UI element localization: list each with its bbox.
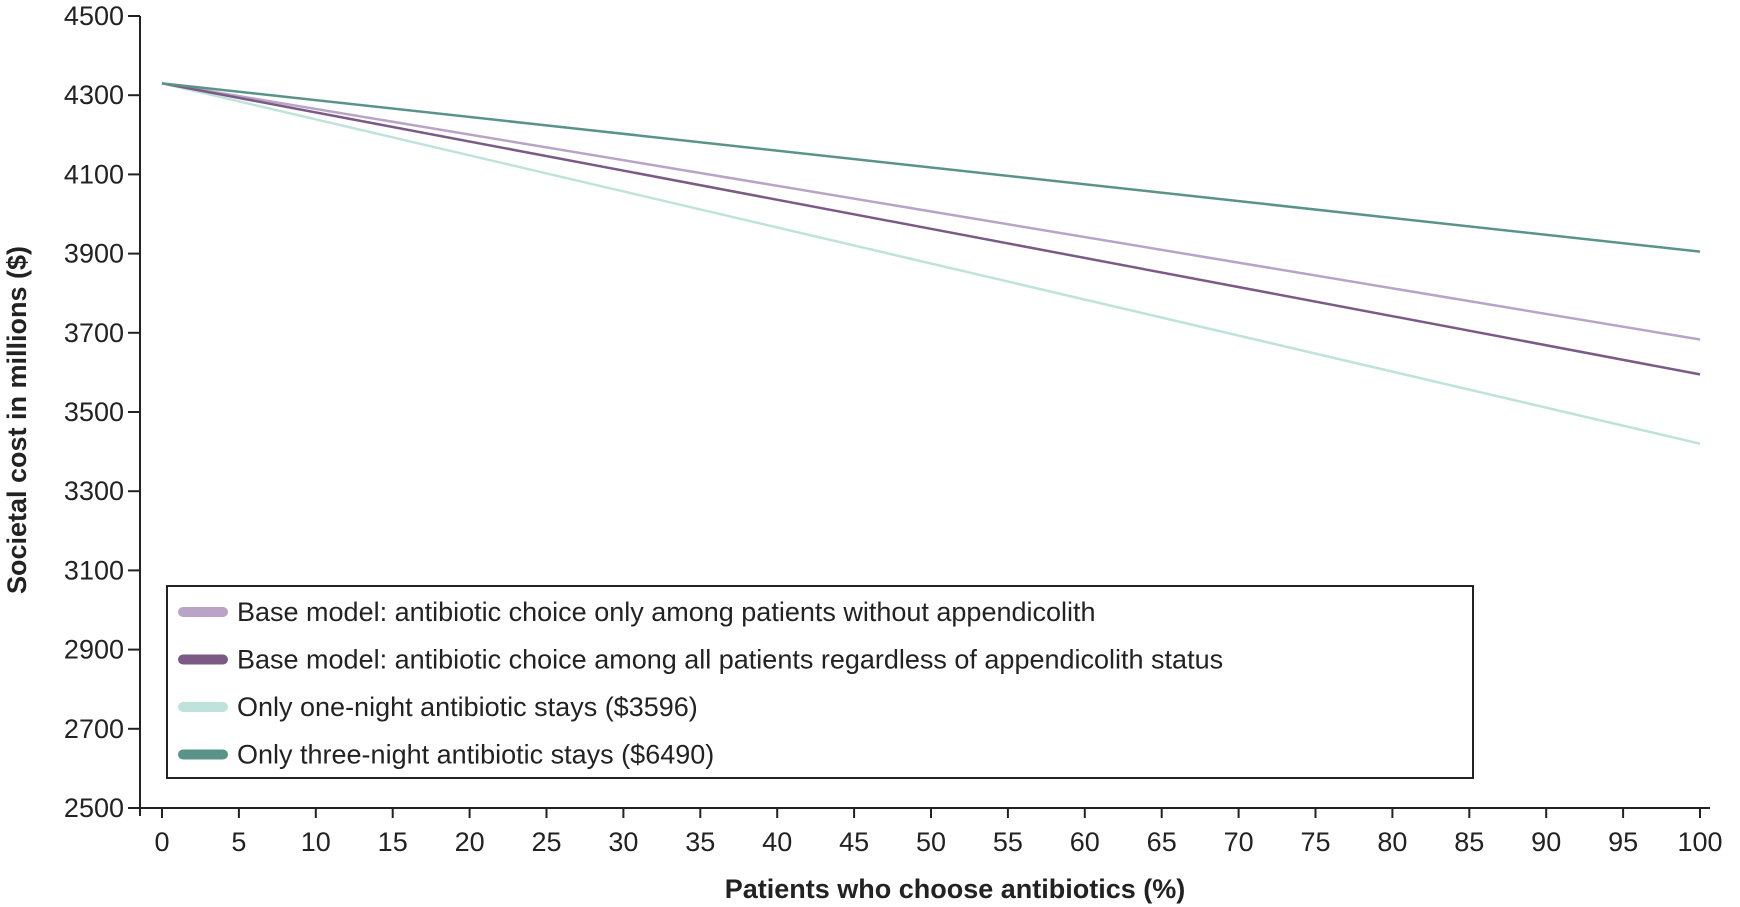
x-tick-label: 45 (839, 827, 869, 857)
x-axis-label: Patients who choose antibiotics (%) (725, 874, 1186, 904)
legend-label: Base model: antibiotic choice only among… (237, 597, 1096, 627)
x-tick-label: 85 (1454, 827, 1484, 857)
series-line-2 (161, 82, 1701, 376)
x-tick-label: 0 (154, 827, 169, 857)
y-tick-label: 3700 (64, 318, 124, 348)
x-tick-label: 25 (531, 827, 561, 857)
axes: 2500 2700 2900 3100 3300 3500 3700 3900 4100 4300… (64, 1, 1723, 857)
x-tick-label: 35 (685, 827, 715, 857)
y-tick-label: 4500 (64, 1, 124, 31)
y-tick-label: 2900 (64, 635, 124, 665)
x-tick-label: 75 (1300, 827, 1330, 857)
x-tick-label: 70 (1224, 827, 1254, 857)
legend-box (166, 585, 1474, 779)
legend-label: Only one-night antibiotic stays ($3596) (237, 692, 698, 722)
x-tick-label: 55 (993, 827, 1023, 857)
y-tick-label: 2500 (64, 793, 124, 823)
x-tick-label: 60 (1070, 827, 1100, 857)
y-tick-label: 3300 (64, 476, 124, 506)
y-tick-label: 4100 (64, 159, 124, 189)
series-lines (161, 82, 1701, 445)
x-tick-label: 10 (301, 827, 331, 857)
x-tick-label: 30 (608, 827, 638, 857)
x-tick-label: 50 (916, 827, 946, 857)
x-tick-label: 5 (231, 827, 246, 857)
series-line-3 (161, 82, 1701, 445)
x-axis-ticks: 0 5 10 15 20 25 30 35 40 45 50 55 60 65 70 75 80 85 90 95 10… (154, 808, 1723, 857)
y-tick-label: 3100 (64, 555, 124, 585)
y-tick-label: 3900 (64, 239, 124, 269)
legend-label: Only three-night antibiotic stays ($6490… (237, 740, 714, 770)
series-line-1 (161, 82, 1701, 341)
x-tick-label: 90 (1531, 827, 1561, 857)
legend-label: Base model: antibiotic choice among all … (237, 645, 1223, 675)
x-tick-label: 40 (762, 827, 792, 857)
y-axis-label: Societal cost in millions ($) (2, 246, 32, 594)
legend-items: Base model: antibiotic choice only among… (178, 597, 1223, 770)
y-tick-label: 4300 (64, 80, 124, 110)
legend: Base model: antibiotic choice only among… (166, 585, 1474, 779)
x-tick-label: 15 (378, 827, 408, 857)
x-tick-label: 20 (455, 827, 485, 857)
y-tick-label: 2700 (64, 714, 124, 744)
series-line-4 (161, 82, 1701, 253)
x-tick-label: 100 (1677, 827, 1722, 857)
x-tick-label: 80 (1377, 827, 1407, 857)
y-tick-label: 3500 (64, 397, 124, 427)
y-axis-ticks: 2500 2700 2900 3100 3300 3500 3700 3900 4100 4300… (64, 1, 140, 823)
x-tick-label: 65 (1147, 827, 1177, 857)
x-tick-label: 95 (1608, 827, 1638, 857)
